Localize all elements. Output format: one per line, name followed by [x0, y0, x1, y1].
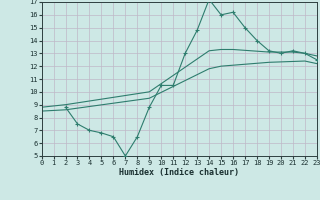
X-axis label: Humidex (Indice chaleur): Humidex (Indice chaleur) — [119, 168, 239, 177]
